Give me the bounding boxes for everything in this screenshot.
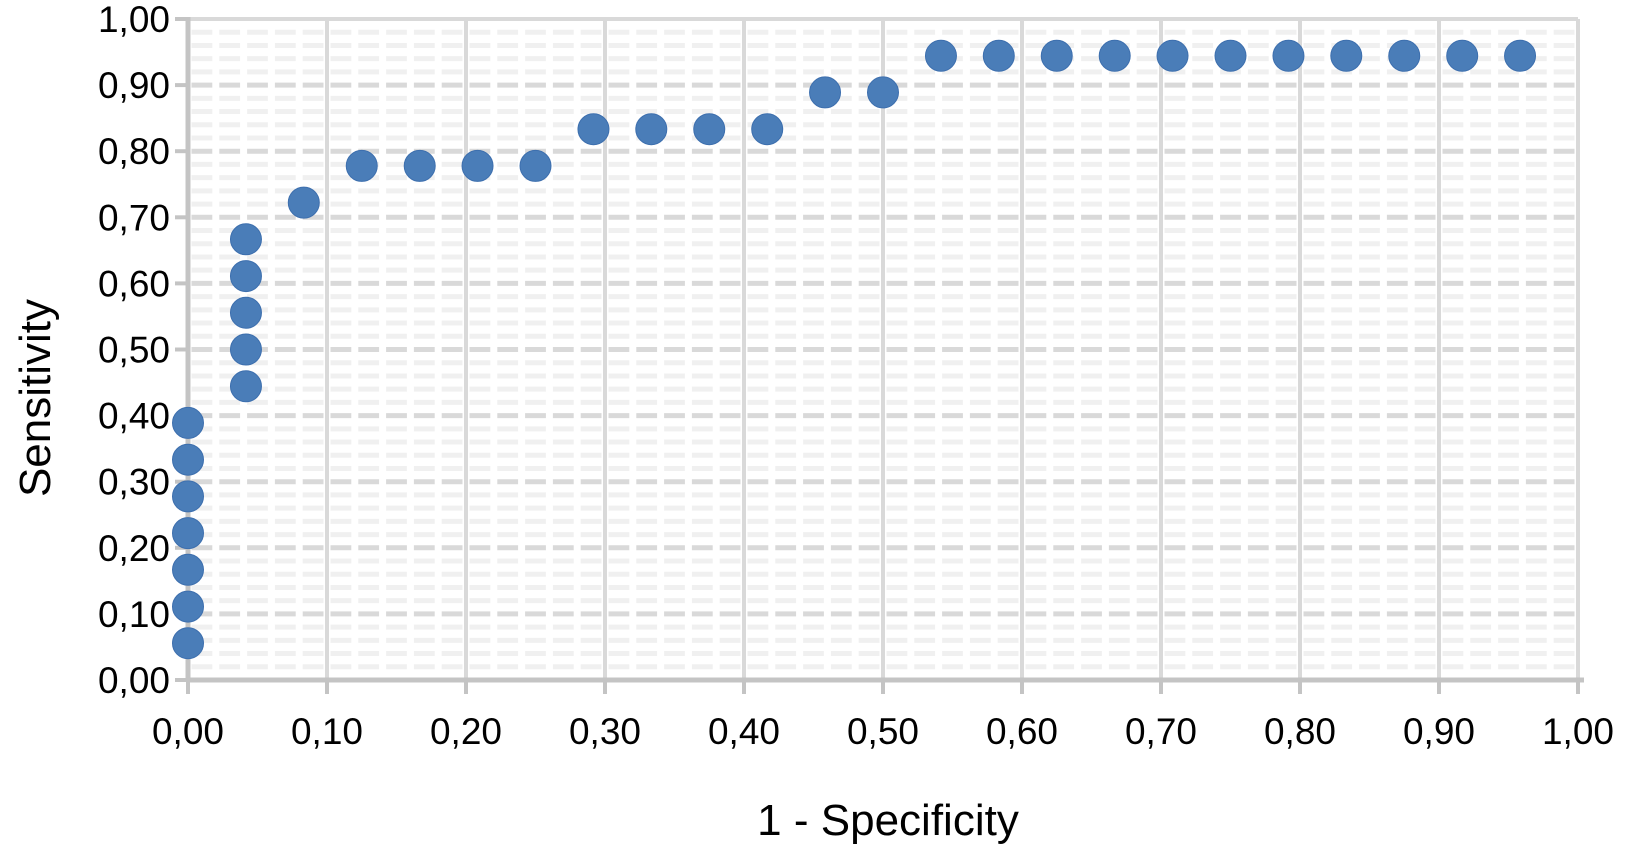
y-tick-label: 0,80 xyxy=(98,131,170,172)
data-point xyxy=(172,553,204,586)
y-tick-label: 0,50 xyxy=(98,330,170,371)
x-tick-label: 0,20 xyxy=(430,711,502,752)
data-point xyxy=(577,113,610,146)
data-point xyxy=(867,76,899,109)
data-point xyxy=(172,406,204,439)
x-tick-label: 1,00 xyxy=(1542,711,1614,752)
data-point xyxy=(982,39,1015,72)
y-tick-label: 0,10 xyxy=(98,594,170,635)
y-tick-label: 0,70 xyxy=(98,197,170,238)
y-tick-label: 0,20 xyxy=(98,528,170,569)
data-point xyxy=(693,113,726,146)
data-point xyxy=(229,223,262,256)
x-tick-label: 0,10 xyxy=(291,711,363,752)
y-axis-title: Sensitivity xyxy=(11,298,60,498)
x-tick-label: 0,50 xyxy=(847,711,919,752)
data-point xyxy=(172,517,204,550)
data-point xyxy=(229,333,262,366)
data-point xyxy=(229,370,262,403)
data-point xyxy=(1272,39,1305,72)
data-point xyxy=(403,149,436,182)
data-point xyxy=(1504,39,1537,72)
y-tick-label: 0,60 xyxy=(98,263,170,304)
data-point xyxy=(172,443,204,476)
x-tick-label: 0,00 xyxy=(152,711,224,752)
data-point xyxy=(172,627,204,660)
x-tick-label: 0,60 xyxy=(986,711,1058,752)
data-point xyxy=(924,39,957,72)
data-point xyxy=(172,480,204,513)
x-tick-label: 0,30 xyxy=(569,711,641,752)
data-point xyxy=(172,590,204,623)
data-point xyxy=(1040,39,1073,72)
x-tick-label: 0,40 xyxy=(708,711,780,752)
y-tick-label: 0,40 xyxy=(98,396,170,437)
y-tick-label: 0,00 xyxy=(98,660,170,701)
data-point xyxy=(229,296,262,329)
data-point xyxy=(635,113,668,146)
data-point xyxy=(1330,39,1363,72)
data-point xyxy=(287,186,320,219)
data-point xyxy=(519,149,552,182)
y-tick-label: 0,90 xyxy=(98,65,170,106)
y-tick-label: 0,30 xyxy=(98,462,170,503)
data-point xyxy=(229,260,262,293)
y-tick-label: 1,00 xyxy=(98,0,170,40)
data-point xyxy=(809,76,842,109)
data-point xyxy=(751,113,784,146)
x-tick-label: 0,90 xyxy=(1403,711,1475,752)
data-point xyxy=(1446,39,1479,72)
data-point xyxy=(1214,39,1247,72)
data-point xyxy=(1156,39,1189,72)
x-tick-label: 0,80 xyxy=(1264,711,1336,752)
x-axis-title: 1 - Specificity xyxy=(757,796,1019,845)
data-point xyxy=(461,149,494,182)
x-tick-label: 0,70 xyxy=(1125,711,1197,752)
data-point xyxy=(1098,39,1131,72)
data-point xyxy=(1388,39,1421,72)
data-point xyxy=(345,149,378,182)
